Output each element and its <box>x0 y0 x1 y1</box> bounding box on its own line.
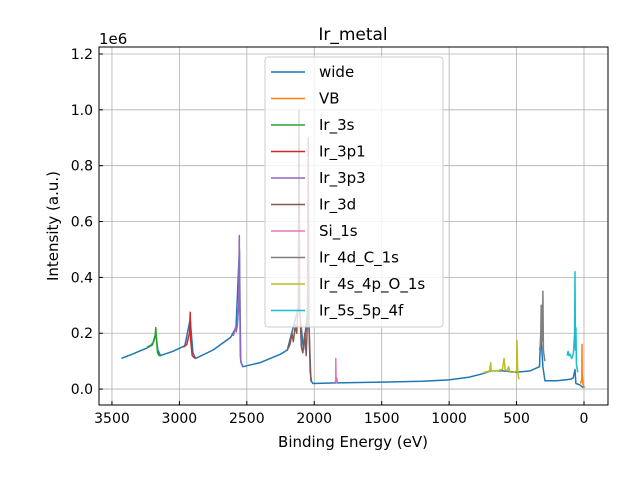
x-tick-label: 2500 <box>229 411 265 427</box>
y-tick-label: 0.0 <box>71 382 93 398</box>
legend-label: Ir_3p1 <box>319 143 366 162</box>
y-tick-label: 0.2 <box>71 326 93 342</box>
y-tick-label: 1.0 <box>71 103 93 119</box>
series-line-ir-5s-5p-4f <box>566 271 579 373</box>
series-line-si-1s <box>333 357 338 384</box>
series-line-ir-4s-4p-o-1s <box>482 339 520 380</box>
series-line-vb <box>579 343 586 389</box>
x-tick-label: 0 <box>580 411 589 427</box>
legend-label: VB <box>319 90 340 108</box>
legend-label: Ir_4d_C_1s <box>319 249 399 268</box>
legend-label: Ir_3s <box>319 116 355 135</box>
legend-label: Ir_3d <box>319 196 356 215</box>
legend-label: Ir_5s_5p_4f <box>319 302 404 321</box>
legend-label: Ir_4s_4p_O_1s <box>319 275 425 294</box>
plot-frame <box>98 46 609 406</box>
x-tick-label: 1000 <box>431 411 467 427</box>
legend-label: wide <box>319 63 354 81</box>
legend-label: Si_1s <box>319 222 358 241</box>
legend-label: Ir_3p3 <box>319 169 366 188</box>
series-group <box>121 109 586 389</box>
x-tick-label: 500 <box>503 411 530 427</box>
x-tick-label: 2000 <box>296 411 332 427</box>
y-tick-label: 1.2 <box>71 47 93 63</box>
x-tick-label: 1500 <box>364 411 400 427</box>
x-tick-label: 3000 <box>162 411 198 427</box>
series-line-ir-4d-c-1s <box>538 290 546 362</box>
y-tick-label: 0.6 <box>71 215 93 231</box>
y-tick-label: 0.4 <box>71 270 93 286</box>
y-offset-label: 1e6 <box>99 30 127 48</box>
x-axis-label: Binding Energy (eV) <box>278 433 428 451</box>
y-tick-label: 0.8 <box>71 159 93 175</box>
series-line-ir-3p1 <box>182 311 196 359</box>
series-line-ir-3p3 <box>232 234 244 367</box>
legend: wide VB Ir_3s Ir_3p1 Ir_3p3 Ir_3d Si_1s Ir_4d_C… <box>264 56 444 328</box>
x-tick-label: 3500 <box>94 411 130 427</box>
legend-box <box>264 56 444 328</box>
chart-title: Ir_metal <box>318 25 387 45</box>
ticks: 3500 3000 2500 2000 1500 1000 500 0 0.0 0.2 0.4 0.6… <box>71 47 589 427</box>
series-line-ir-3s <box>146 326 161 357</box>
y-axis-label: Intensity (a.u.) <box>44 171 62 281</box>
